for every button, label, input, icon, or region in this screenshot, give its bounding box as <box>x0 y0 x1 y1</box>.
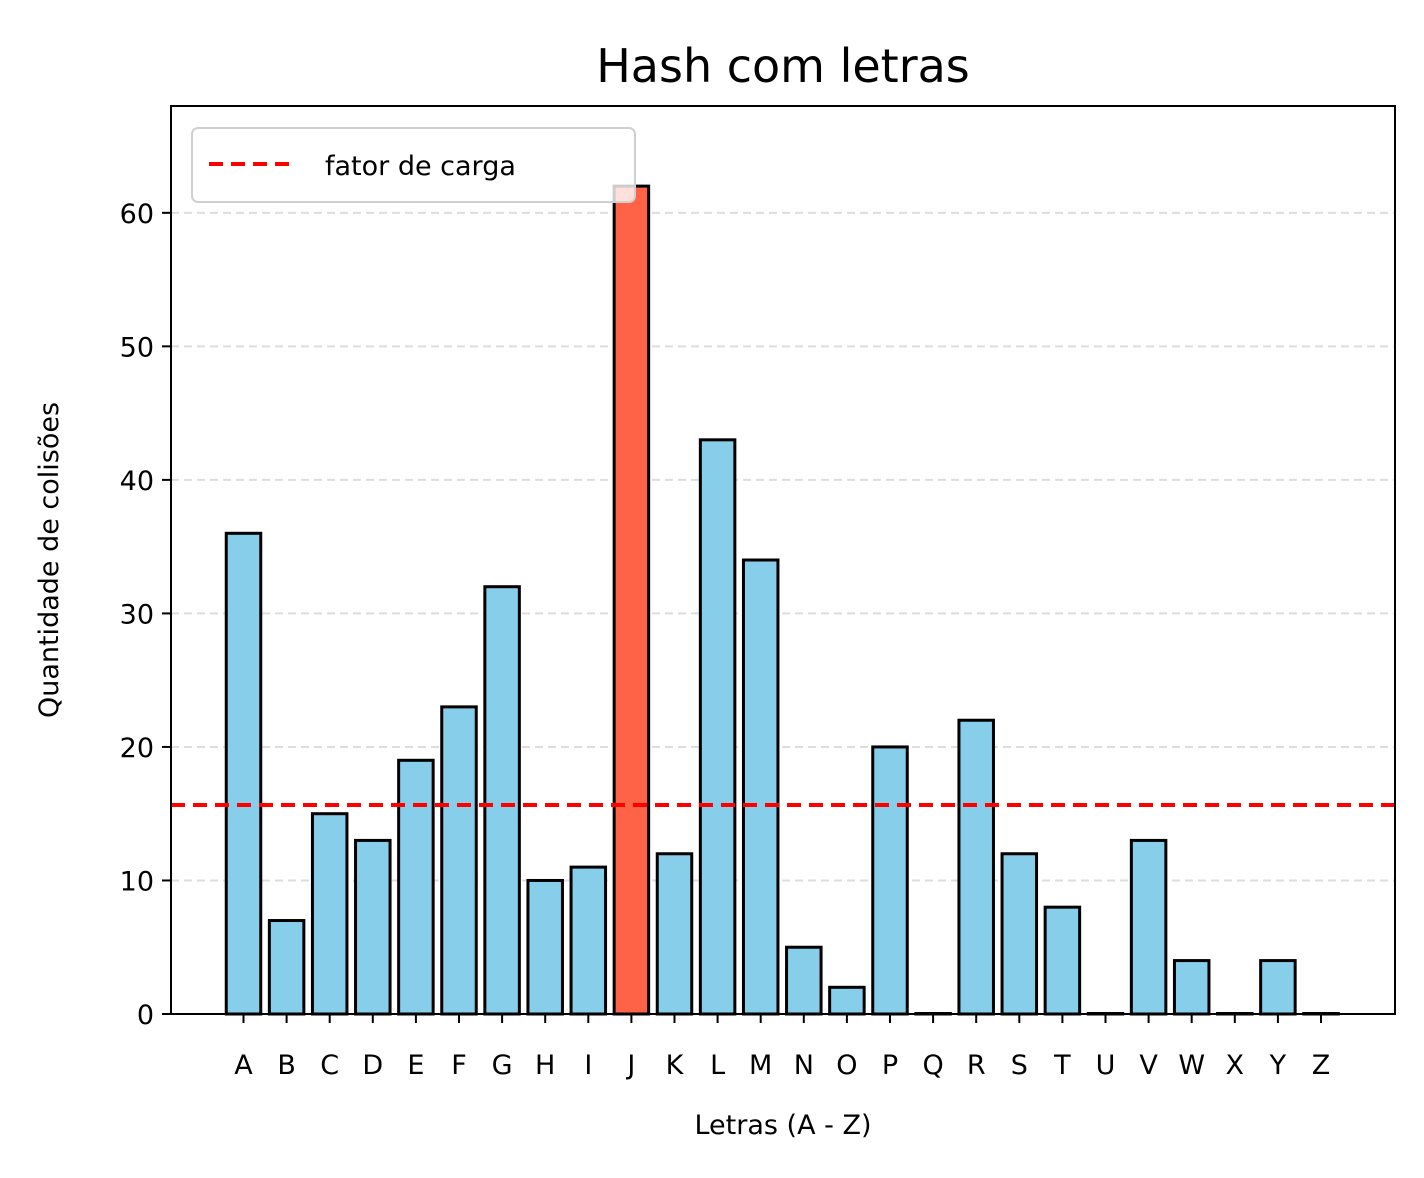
y-tick-label: 0 <box>137 1000 154 1031</box>
bar-b <box>267 919 306 1016</box>
grid-lines <box>171 211 1395 882</box>
bar-y <box>1259 959 1297 1016</box>
x-tick-label: S <box>1011 1050 1028 1081</box>
y-axis-ticks: 0 10 20 30 40 50 60 <box>120 199 171 1031</box>
x-tick-label: A <box>234 1050 253 1081</box>
bar-s <box>1000 852 1039 1016</box>
bar-t <box>1043 905 1082 1016</box>
bar-a <box>224 531 263 1016</box>
x-tick-label: B <box>277 1050 296 1081</box>
x-tick-label: N <box>794 1050 814 1081</box>
bar-m <box>741 558 780 1016</box>
bar-n <box>785 945 823 1016</box>
x-tick-label: O <box>836 1050 857 1081</box>
plot-frame <box>170 105 1396 1015</box>
x-tick-label: G <box>492 1050 513 1081</box>
bar-i <box>569 865 608 1016</box>
x-tick-label: F <box>451 1050 467 1081</box>
x-tick-label: T <box>1053 1050 1071 1081</box>
x-tick-label: U <box>1096 1050 1116 1081</box>
legend: fator de carga <box>191 127 636 203</box>
x-tick-label: Q <box>922 1050 943 1081</box>
axes <box>170 105 1396 1015</box>
bar-g <box>483 585 521 1016</box>
y-tick-label: 50 <box>120 332 154 363</box>
bar-j <box>612 184 651 1016</box>
x-tick-label: Z <box>1312 1050 1331 1081</box>
legend-label: fator de carga <box>325 151 516 182</box>
bar-e <box>397 758 435 1016</box>
bar-r <box>957 718 995 1016</box>
bar-k <box>655 852 694 1016</box>
y-tick-label: 40 <box>120 466 154 497</box>
chart-title: Hash com letras <box>596 39 970 93</box>
y-tick-label: 20 <box>120 733 154 764</box>
x-tick-label: K <box>666 1050 685 1081</box>
x-tick-label: V <box>1139 1050 1158 1081</box>
bars <box>224 184 1340 1016</box>
x-tick-label: J <box>625 1050 635 1081</box>
bar-o <box>828 985 866 1016</box>
bar-h <box>526 878 564 1016</box>
x-tick-label: X <box>1226 1050 1245 1081</box>
x-tick-label: E <box>407 1050 424 1081</box>
y-axis-label: Quantidade de colisões <box>34 402 65 718</box>
x-tick-label: W <box>1178 1050 1205 1081</box>
y-tick-label: 10 <box>120 866 154 897</box>
x-tick-label: C <box>320 1050 339 1081</box>
bar-l <box>698 438 737 1016</box>
bar-c <box>310 812 349 1016</box>
x-tick-label: M <box>749 1050 772 1081</box>
x-tick-label: I <box>584 1050 592 1081</box>
y-tick-label: 60 <box>120 199 154 230</box>
legend-box <box>191 127 636 203</box>
bar-d <box>354 838 392 1016</box>
x-tick-label: H <box>535 1050 555 1081</box>
x-tick-label: P <box>882 1050 898 1081</box>
x-tick-label: L <box>710 1050 725 1081</box>
y-tick-label: 30 <box>120 599 154 630</box>
bar-p <box>871 745 909 1016</box>
bar-f <box>440 705 478 1016</box>
x-tick-label: D <box>362 1050 383 1081</box>
bar-v <box>1129 838 1168 1016</box>
x-tick-label: Y <box>1269 1050 1287 1081</box>
x-tick-label: R <box>967 1050 986 1081</box>
x-axis-label: Letras (A - Z) <box>694 1110 871 1141</box>
bar-w <box>1172 959 1211 1016</box>
